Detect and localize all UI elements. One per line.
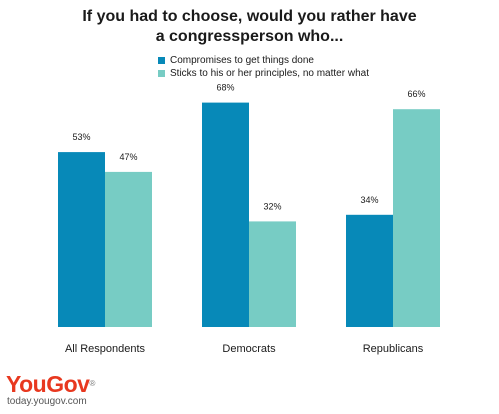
bar-principles-1 [249, 221, 296, 327]
legend-item-principles: Sticks to his or her principles, no matt… [158, 67, 369, 80]
bar-principles-0 [105, 171, 152, 327]
category-label-1: Democrats [222, 343, 276, 355]
yougov-logo: YouGov® today.yougov.com [6, 372, 95, 408]
bar-compromises-1 [202, 102, 249, 327]
chart-title-line-1: If you had to choose, would you rather h… [82, 8, 417, 25]
logo-url: today.yougov.com [7, 396, 87, 407]
logo-text: YouGov [6, 371, 90, 397]
category-label-2: Republicans [363, 343, 424, 355]
data-label-compromises-2: 34% [360, 195, 378, 205]
bar-compromises-0 [58, 152, 105, 327]
chart-title-line-2: a congressperson who... [155, 28, 344, 45]
category-label-0: All Respondents [65, 343, 146, 355]
data-label-principles-0: 47% [119, 152, 137, 162]
chart-title: If you had to choose, would you rather h… [0, 7, 499, 47]
data-label-compromises-0: 53% [72, 132, 90, 142]
legend-label-principles: Sticks to his or her principles, no matt… [170, 68, 369, 79]
legend-label-compromises: Compromises to get things done [170, 55, 314, 66]
legend: Compromises to get things done Sticks to… [158, 54, 369, 80]
legend-swatch-compromises [158, 57, 165, 64]
data-label-principles-1: 32% [263, 201, 281, 211]
legend-swatch-principles [158, 70, 165, 77]
bar-principles-2 [393, 109, 440, 327]
data-label-principles-2: 66% [407, 89, 425, 99]
legend-item-compromises: Compromises to get things done [158, 54, 369, 67]
logo-wordmark: YouGov® [6, 371, 95, 397]
data-label-compromises-1: 68% [216, 83, 234, 93]
bar-compromises-2 [346, 214, 393, 327]
